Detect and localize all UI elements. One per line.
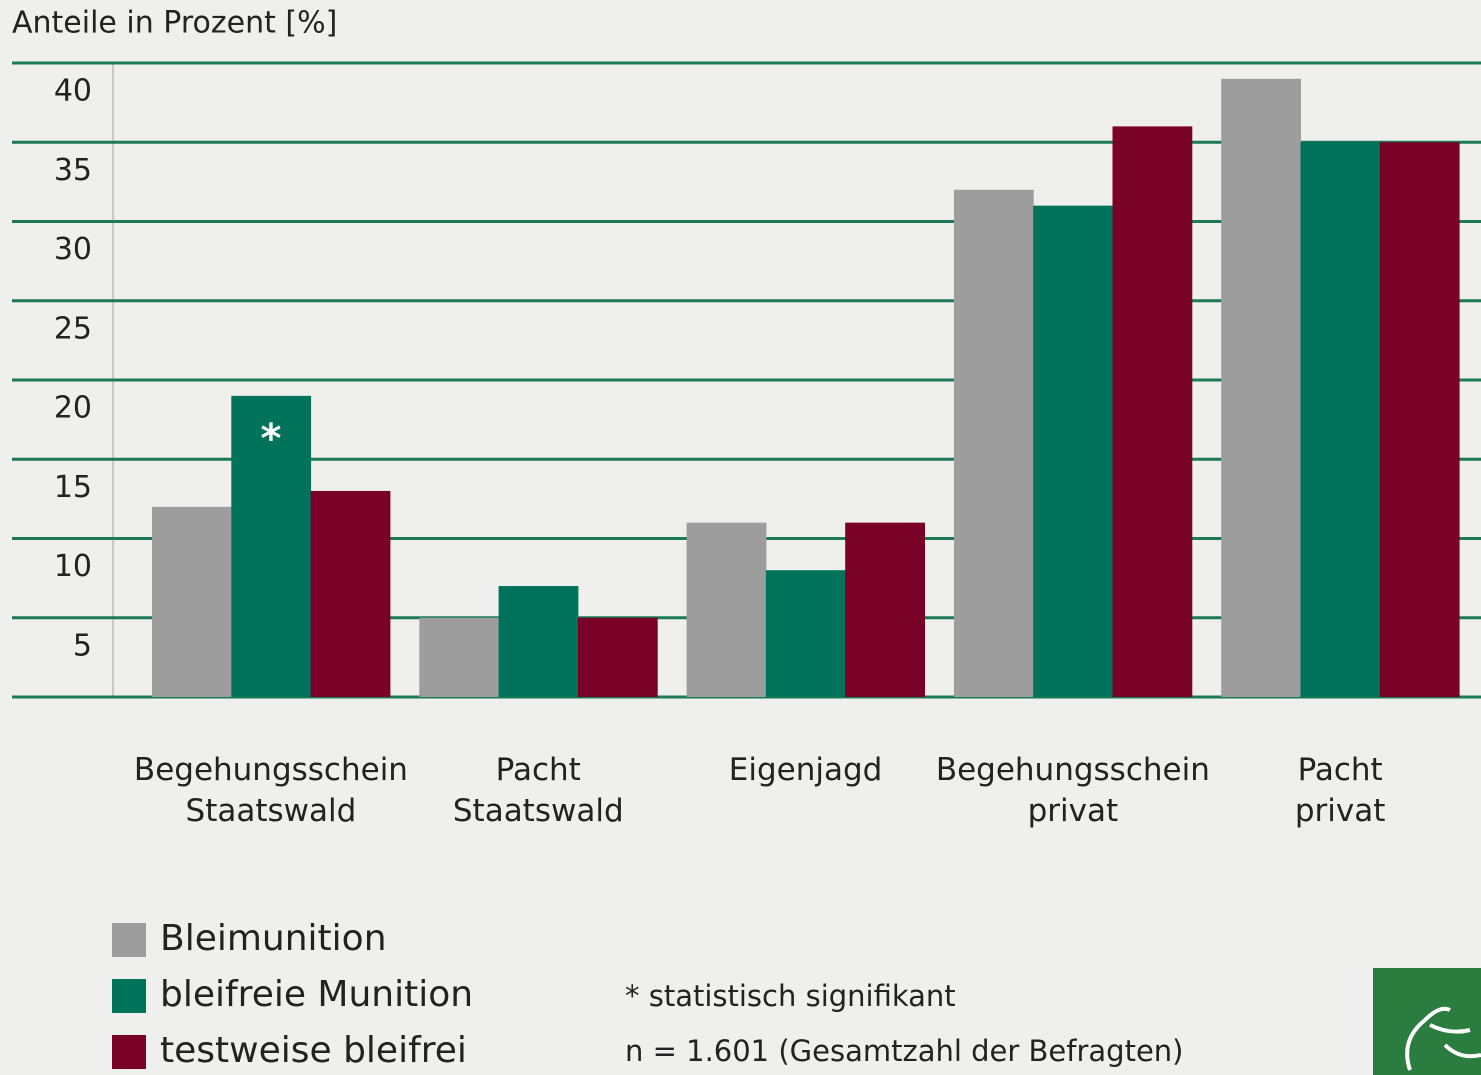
bar <box>498 586 579 697</box>
y-tick-label: 20 <box>54 391 92 426</box>
bar <box>577 617 658 697</box>
annotation: * <box>260 416 281 462</box>
x-tick-label: Begehungsschein privat <box>936 752 1210 829</box>
legend-swatch <box>112 979 146 1013</box>
x-tick-label-line: Staatswald <box>453 793 624 829</box>
chart-title: Anteile in Prozent [%] <box>12 6 337 41</box>
x-tick-label: Pacht privat <box>1295 752 1386 829</box>
bar <box>419 617 500 697</box>
x-tick-label: Eigenjagd <box>729 752 883 788</box>
legend-label: bleifreie Munition <box>160 974 473 1015</box>
legend-swatch <box>112 923 146 957</box>
bar <box>231 395 312 697</box>
x-tick-label: Begehungsschein Staatswald <box>134 752 408 829</box>
x-tick-label-line: privat <box>1295 793 1386 829</box>
bar <box>845 522 925 697</box>
bar <box>1112 126 1193 697</box>
bar <box>1300 142 1381 697</box>
x-tick-label-line: privat <box>1028 793 1119 829</box>
bar <box>1379 142 1460 697</box>
y-tick-label: 10 <box>54 549 92 584</box>
x-tick-label-line: Begehungsschein <box>936 752 1210 788</box>
legend-label: Bleimunition <box>160 918 387 959</box>
x-tick-label-line: Eigenjagd <box>729 752 883 788</box>
y-tick-label: 5 <box>73 628 92 663</box>
bar <box>310 490 391 697</box>
bar <box>686 522 767 697</box>
x-tick-label-line: Begehungsschein <box>134 752 408 788</box>
bar <box>1221 78 1301 698</box>
x-tick-label-line: Pacht <box>496 752 581 788</box>
y-tick-label: 35 <box>54 153 92 188</box>
logo <box>1373 968 1481 1075</box>
bar <box>1033 205 1113 697</box>
y-tick-label: 25 <box>54 311 92 346</box>
y-tick-label: 30 <box>54 232 92 267</box>
logo-box <box>1373 968 1481 1075</box>
bar <box>953 189 1034 698</box>
y-tick-label: 40 <box>54 74 92 109</box>
footnote: n = 1.601 (Gesamtzahl der Befragten) <box>625 1034 1183 1068</box>
y-tick-label: 15 <box>54 470 92 505</box>
logo-mark <box>1405 1006 1481 1071</box>
footnote: * statistisch signifikant <box>625 979 956 1013</box>
x-tick-label-line: Pacht <box>1298 752 1383 788</box>
bar <box>152 506 232 697</box>
x-tick-label-line: Staatswald <box>186 793 357 829</box>
x-tick-label: Pacht Staatswald <box>453 752 624 829</box>
legend-label: testweise bleifrei <box>160 1030 467 1071</box>
bar <box>765 570 846 697</box>
legend-swatch <box>112 1035 146 1069</box>
